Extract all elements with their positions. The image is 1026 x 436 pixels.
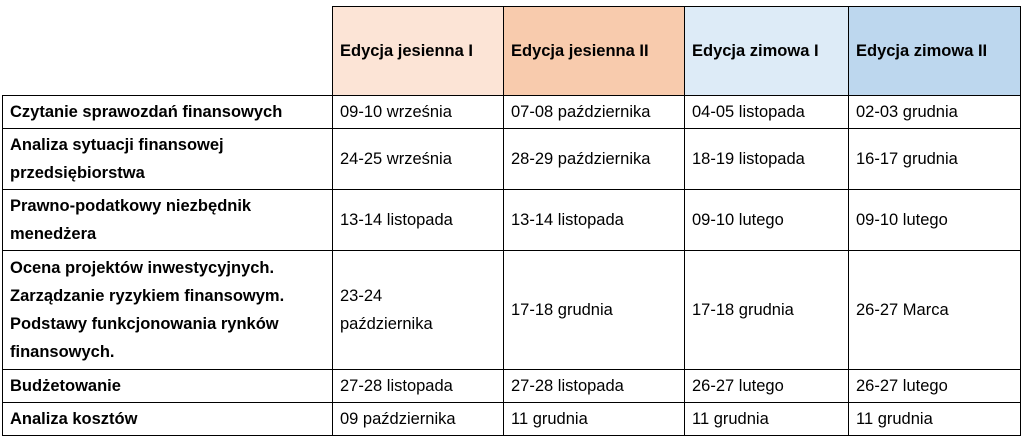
table-row: Ocena projektów inwestycyjnych. Zarządza… xyxy=(2,250,1021,370)
date-cell: 17-18 grudnia xyxy=(503,250,685,370)
date-cell: 27-28 listopada xyxy=(332,369,504,403)
date-cell: 27-28 listopada xyxy=(503,369,685,403)
date-cell: 23-24 października xyxy=(332,250,504,370)
header-row: Edycja jesienna I Edycja jesienna II Edycj… xyxy=(2,6,1021,96)
table-row: Budżetowanie 27-28 listopada 27-28 listopa… xyxy=(2,369,1021,403)
date-cell: 11 grudnia xyxy=(848,402,1021,436)
date-cell: 28-29 października xyxy=(503,128,685,190)
header-cell: Edycja jesienna I xyxy=(332,6,504,96)
table-row: Czytanie sprawozdań finansowych 09-10 wrz… xyxy=(2,95,1021,129)
course-name: Czytanie sprawozdań finansowych xyxy=(2,95,333,129)
date-cell: 02-03 grudnia xyxy=(848,95,1021,129)
course-name: Analiza sytuacji finansowej przedsiębior… xyxy=(2,128,333,190)
table-row: Analiza sytuacji finansowej przedsiębior… xyxy=(2,128,1021,190)
date-cell: 13-14 listopada xyxy=(332,189,504,251)
date-cell: 07-08 października xyxy=(503,95,685,129)
date-cell: 11 grudnia xyxy=(684,402,849,436)
course-name: Analiza kosztów xyxy=(2,402,333,436)
date-cell: 09-10 lutego xyxy=(684,189,849,251)
header-cell: Edycja jesienna II xyxy=(503,6,685,96)
date-cell: 04-05 listopada xyxy=(684,95,849,129)
header-cell: Edycja zimowa II xyxy=(848,6,1021,96)
course-name: Ocena projektów inwestycyjnych. Zarządza… xyxy=(2,250,333,370)
table-row: Prawno-podatkowy niezbędnik menedżera 13-… xyxy=(2,189,1021,251)
date-cell: 09 października xyxy=(332,402,504,436)
course-name: Prawno-podatkowy niezbędnik menedżera xyxy=(2,189,333,251)
corner-cell xyxy=(2,6,333,96)
date-cell: 17-18 grudnia xyxy=(684,250,849,370)
date-cell: 09-10 lutego xyxy=(848,189,1021,251)
date-cell: 26-27 Marca xyxy=(848,250,1021,370)
date-cell: 26-27 lutego xyxy=(848,369,1021,403)
date-cell: 09-10 września xyxy=(332,95,504,129)
table-body: Edycja jesienna I Edycja jesienna II Edycj… xyxy=(2,6,1021,436)
course-name: Budżetowanie xyxy=(2,369,333,403)
date-cell: 16-17 grudnia xyxy=(848,128,1021,190)
date-cell: 18-19 listopada xyxy=(684,128,849,190)
date-cell: 13-14 listopada xyxy=(503,189,685,251)
date-cell: 11 grudnia xyxy=(503,402,685,436)
date-cell: 24-25 września xyxy=(332,128,504,190)
date-text: 23-24 października xyxy=(340,287,433,333)
header-cell: Edycja zimowa I xyxy=(684,6,849,96)
table-row: Analiza kosztów 09 października 11 grudnia… xyxy=(2,402,1021,436)
schedule-table: Edycja jesienna I Edycja jesienna II Edycj… xyxy=(2,6,1021,436)
date-cell: 26-27 lutego xyxy=(684,369,849,403)
